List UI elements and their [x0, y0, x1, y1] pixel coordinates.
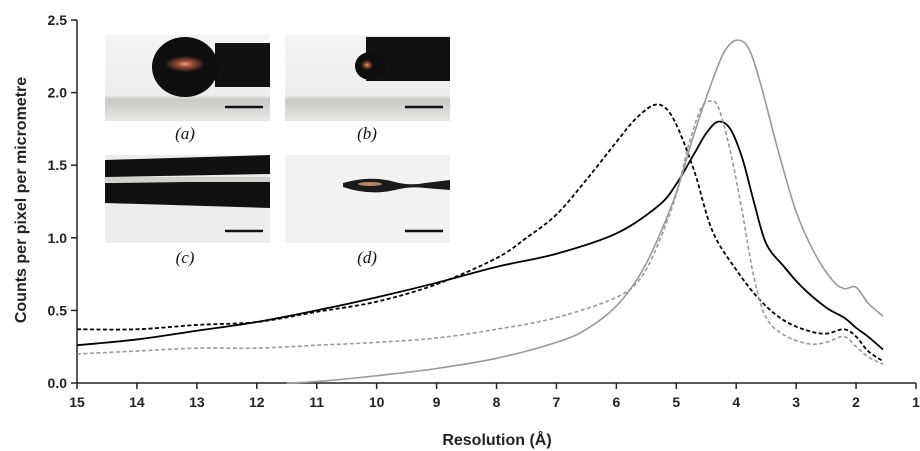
- inset-photo-d: [285, 155, 450, 243]
- inset-photo-c: [105, 155, 270, 243]
- inset-photo-b: [285, 35, 450, 121]
- y-tick-label: 0.0: [48, 375, 68, 391]
- x-tick-label: 4: [732, 394, 740, 410]
- x-tick-label: 3: [792, 394, 800, 410]
- series-layer: [76, 39, 884, 384]
- x-tick-label: 11: [309, 394, 324, 410]
- inset-photos: (a) (b) (c) (d): [105, 35, 450, 267]
- inset-caption-d: (d): [357, 248, 377, 267]
- y-tick-label: 0.5: [48, 302, 68, 318]
- x-tick-label: 6: [612, 394, 620, 410]
- series-line-1: [76, 103, 884, 362]
- x-tick-label: 10: [369, 394, 385, 410]
- x-tick-label: 2: [852, 394, 860, 410]
- x-axis-title: Resolution (Å): [442, 430, 551, 449]
- series-line-3: [286, 39, 884, 384]
- x-tick-label: 15: [69, 394, 85, 410]
- y-axis-title: Counts per pixel per micrometre: [13, 77, 30, 323]
- x-tick-label: 1: [912, 394, 920, 410]
- x-tick-label: 14: [129, 394, 145, 410]
- inset-photo-a: [105, 35, 270, 121]
- y-tick-label: 2.0: [48, 85, 68, 101]
- x-tick-label: 7: [553, 394, 561, 410]
- y-tick-label: 1.5: [48, 157, 68, 173]
- series-line-0: [76, 120, 884, 351]
- x-tick-label: 12: [249, 394, 265, 410]
- y-tick-label: 1.0: [48, 230, 68, 246]
- x-tick-label: 8: [493, 394, 501, 410]
- y-tick-label: 2.5: [48, 12, 68, 28]
- x-axis-ticks: 15 14 13 12 11 10 9 8 7 6 5 4 3 2 1: [69, 383, 920, 410]
- inset-caption-c: (c): [176, 248, 195, 267]
- inset-caption-b: (b): [357, 124, 377, 143]
- y-axis-ticks: 0.0 0.5 1.0 1.5 2.0 2.5: [48, 12, 77, 391]
- x-tick-label: 13: [189, 394, 205, 410]
- inset-caption-a: (a): [175, 124, 195, 143]
- x-tick-label: 9: [433, 394, 441, 410]
- x-tick-label: 5: [672, 394, 680, 410]
